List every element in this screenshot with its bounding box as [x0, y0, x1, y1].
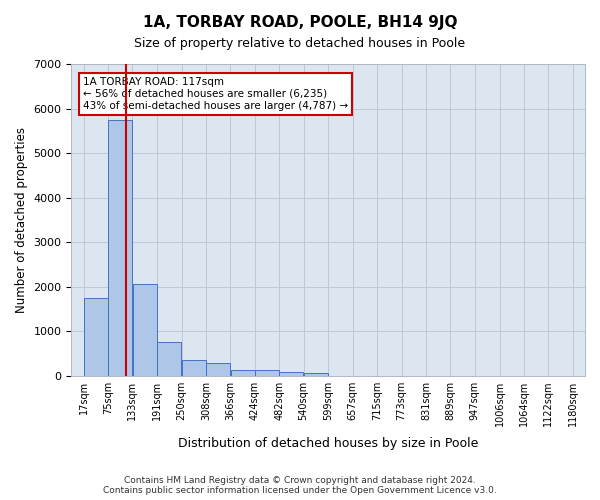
- Bar: [157, 342, 181, 376]
- Bar: [206, 362, 230, 376]
- Bar: [182, 360, 206, 376]
- Text: Contains HM Land Registry data © Crown copyright and database right 2024.
Contai: Contains HM Land Registry data © Crown c…: [103, 476, 497, 495]
- Bar: [230, 370, 254, 376]
- Bar: [84, 298, 108, 376]
- Text: 1A, TORBAY ROAD, POOLE, BH14 9JQ: 1A, TORBAY ROAD, POOLE, BH14 9JQ: [143, 15, 457, 30]
- Bar: [255, 370, 279, 376]
- Text: 1A TORBAY ROAD: 117sqm
← 56% of detached houses are smaller (6,235)
43% of semi-: 1A TORBAY ROAD: 117sqm ← 56% of detached…: [83, 78, 348, 110]
- Bar: [304, 374, 328, 376]
- Bar: [133, 284, 157, 376]
- Y-axis label: Number of detached properties: Number of detached properties: [15, 127, 28, 313]
- Bar: [280, 372, 304, 376]
- Text: Size of property relative to detached houses in Poole: Size of property relative to detached ho…: [134, 38, 466, 51]
- Bar: [108, 120, 132, 376]
- X-axis label: Distribution of detached houses by size in Poole: Distribution of detached houses by size …: [178, 437, 478, 450]
